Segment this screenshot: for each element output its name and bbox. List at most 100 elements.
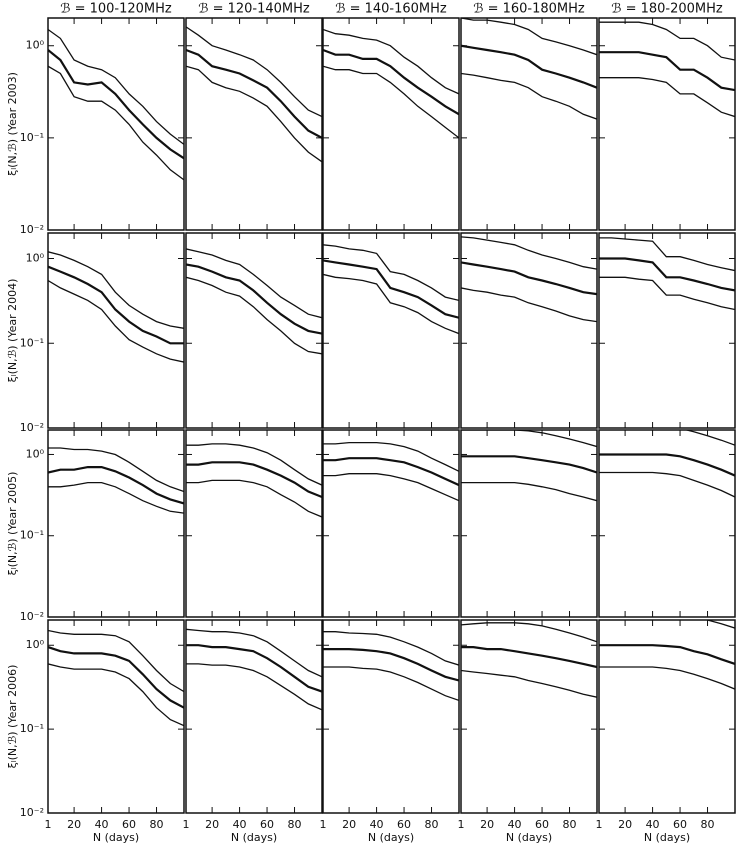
median-line (461, 646, 597, 669)
x-tick-label: 1 (45, 818, 52, 831)
x-axis-label: N (days) (644, 831, 690, 844)
bound-line (461, 430, 597, 448)
median-line (186, 48, 322, 139)
panel (48, 251, 184, 363)
panel (599, 21, 735, 118)
panel (186, 443, 322, 518)
x-tick-label: 1 (458, 818, 465, 831)
axes-frame (185, 619, 323, 814)
x-tick-label: 20 (67, 818, 81, 831)
x-tick-label: 60 (260, 818, 274, 831)
bound-line (48, 447, 184, 493)
bound-line (599, 21, 735, 61)
axes-frame (47, 17, 185, 231)
column-title: ℬ = 140-160MHz (335, 2, 447, 17)
axes-frame (185, 232, 323, 429)
panel (323, 441, 459, 502)
x-tick-label: 20 (205, 818, 219, 831)
bound-line (323, 631, 459, 666)
bound-line (599, 237, 735, 272)
bound-line (599, 77, 735, 118)
panel (599, 237, 735, 311)
y-axis-label: ξₗ(N,ℬ) (Year 2006) (6, 665, 19, 769)
bound-line (461, 18, 597, 56)
bound-line (323, 666, 459, 702)
panel (461, 236, 597, 323)
median-line (599, 51, 735, 92)
median-line (48, 265, 184, 345)
axes-frame (598, 429, 736, 618)
column-title: ℬ = 100-120MHz (60, 2, 172, 17)
bound-line (684, 430, 735, 446)
median-line (461, 455, 597, 474)
x-axis-label: N (days) (93, 831, 139, 844)
bound-line (461, 236, 597, 270)
median-line (323, 48, 459, 116)
y-axis-label: ξₗ(N,ℬ) (Year 2004) (6, 279, 19, 383)
median-line (48, 646, 184, 709)
bound-line (186, 276, 322, 355)
bound-line (48, 629, 184, 693)
column-title: ℬ = 120-140MHz (198, 2, 310, 17)
panel (48, 629, 184, 727)
median-line (461, 261, 597, 296)
bound-line (186, 479, 322, 518)
panel (323, 28, 459, 139)
y-axis-label: ξₗ(N,ℬ) (Year 2003) (6, 72, 19, 176)
x-axis-label: N (days) (506, 831, 552, 844)
x-tick-label: 40 (370, 818, 384, 831)
x-tick-label: 60 (673, 818, 687, 831)
x-tick-label: 80 (563, 818, 577, 831)
panel (461, 18, 597, 120)
median-line (323, 648, 459, 682)
panel (48, 447, 184, 514)
x-tick-label: 1 (320, 818, 327, 831)
median-line (599, 453, 735, 477)
median-line (48, 466, 184, 505)
bound-line (323, 473, 459, 502)
median-line (48, 49, 184, 160)
bound-line (186, 628, 322, 678)
y-tick-label: 10⁰ (26, 638, 45, 651)
x-tick-label: 20 (618, 818, 632, 831)
axes-frame (322, 232, 460, 429)
x-tick-label: 80 (701, 818, 715, 831)
bound-line (461, 669, 597, 698)
bound-line (48, 251, 184, 329)
y-tick-label: 10⁻¹ (20, 722, 44, 735)
axes-frame (598, 17, 736, 231)
bound-line (323, 28, 459, 95)
axes-frame (598, 619, 736, 814)
column-title: ℬ = 180-200MHz (611, 2, 723, 17)
bound-line (186, 65, 322, 163)
x-tick-label: 20 (480, 818, 494, 831)
median-line (323, 457, 459, 487)
bound-line (186, 248, 322, 319)
panel (186, 628, 322, 711)
y-tick-label: 10⁰ (26, 39, 45, 52)
bound-line (461, 287, 597, 323)
bound-line (186, 443, 322, 486)
x-tick-label: 1 (596, 818, 603, 831)
x-axis-label: N (days) (231, 831, 277, 844)
axes-frame (47, 429, 185, 618)
axes-frame (460, 619, 598, 814)
axes-frame (598, 232, 736, 429)
median-line (461, 44, 597, 89)
y-tick-label: 10⁰ (26, 447, 45, 460)
y-tick-label: 10⁻² (20, 806, 44, 819)
x-tick-label: 40 (233, 818, 247, 831)
axes-frame (47, 619, 185, 814)
bound-line (461, 622, 597, 643)
median-line (599, 644, 735, 665)
bound-line (48, 663, 184, 727)
bound-line (461, 481, 597, 502)
bound-line (702, 620, 735, 629)
axes-frame (47, 232, 185, 429)
y-tick-label: 10⁻² (20, 421, 44, 434)
panel (48, 28, 184, 181)
x-tick-label: 1 (183, 818, 190, 831)
bound-line (323, 65, 459, 139)
